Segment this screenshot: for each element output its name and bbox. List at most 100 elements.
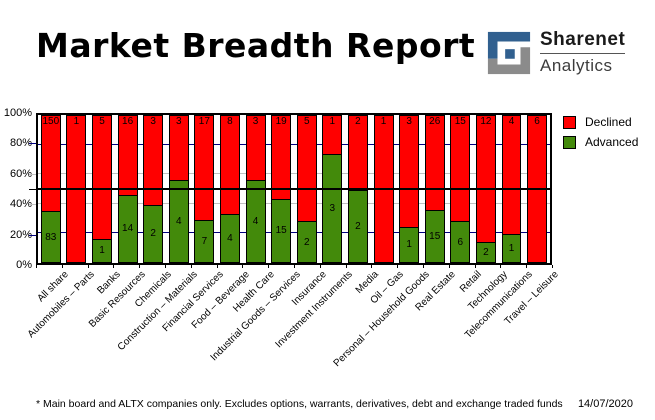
declined-count-label: 3 xyxy=(150,116,156,127)
sharenet-logo-icon xyxy=(487,31,531,74)
x-boundary-tick xyxy=(371,265,373,268)
declined-count-label: 2 xyxy=(355,116,361,127)
y-tick-label: 100% xyxy=(3,107,32,119)
legend-swatch-advanced xyxy=(563,135,576,149)
advanced-segment: 2 xyxy=(296,221,317,263)
x-boundary-tick xyxy=(345,265,347,268)
declined-count-label: 150 xyxy=(42,116,60,127)
y-axis-tick-50 xyxy=(29,189,36,190)
declined-count-label: 26 xyxy=(429,116,441,127)
y-tick-label: 60% xyxy=(9,167,32,180)
logo-divider xyxy=(540,53,626,54)
x-boundary-tick xyxy=(474,265,476,268)
advanced-segment: 1 xyxy=(501,233,522,263)
advanced-count-label: 6 xyxy=(457,236,464,248)
advanced-count-label: 15 xyxy=(275,225,287,237)
logo-brand: Sharenet xyxy=(540,29,626,50)
x-boundary-tick xyxy=(113,265,115,268)
footer: * Main board and ALTX companies only. Ex… xyxy=(36,398,633,410)
advanced-segment: 6 xyxy=(450,221,471,263)
x-boundary-tick xyxy=(397,265,399,268)
y-axis-tick-40 xyxy=(29,204,36,206)
advanced-count-label: 1 xyxy=(406,239,412,251)
x-boundary-tick xyxy=(423,265,424,268)
advanced-segment: 4 xyxy=(245,179,266,263)
x-boundary-tick xyxy=(552,265,553,268)
declined-count-label: 6 xyxy=(534,116,540,127)
legend: Declined Advanced xyxy=(563,112,638,152)
report-date: 14/07/2020 xyxy=(577,398,633,410)
advanced-segment: 3 xyxy=(322,153,343,263)
declined-count-label: 3 xyxy=(406,116,412,127)
advanced-segment: 1 xyxy=(399,226,420,263)
x-boundary-tick xyxy=(87,265,89,268)
x-boundary-tick xyxy=(165,265,166,268)
y-axis-tick-60 xyxy=(29,173,36,175)
declined-count-label: 1 xyxy=(329,116,336,127)
advanced-count-label: 14 xyxy=(122,223,134,235)
y-axis: 100% 80% 60% 40% 20% 0% xyxy=(0,108,32,271)
legend-item-declined: Declined xyxy=(563,112,638,132)
legend-label: Advanced xyxy=(585,135,639,149)
y-axis-tick-80 xyxy=(29,143,36,145)
x-axis-labels: All share Automobiles – Parts Banks Basic R… xyxy=(25,269,560,387)
advanced-segment: 14 xyxy=(117,194,138,263)
x-boundary-tick xyxy=(526,265,528,268)
advanced-segment: 83 xyxy=(40,211,61,263)
declined-count-label: 4 xyxy=(508,116,515,127)
x-boundary-tick xyxy=(294,265,295,268)
advanced-count-label: 1 xyxy=(508,242,515,254)
x-boundary-tick xyxy=(448,265,450,268)
x-boundary-tick xyxy=(268,265,270,268)
gridline-50 xyxy=(38,188,550,190)
advanced-count-label: 4 xyxy=(252,215,259,227)
advanced-segment: 1 xyxy=(92,238,112,263)
plot-area: 150 83 1 5 1 16 14 3 2 3 4 17 7 8 4 3 4 19 15 5 2 1 3 2 2 1 3 1 26 15… xyxy=(36,113,552,265)
x-boundary-tick xyxy=(61,265,63,268)
footnote: * Main board and ALTX companies only. Ex… xyxy=(36,398,563,410)
advanced-segment: 7 xyxy=(194,220,215,263)
advanced-segment: 2 xyxy=(347,190,368,263)
advanced-count-label: 2 xyxy=(303,236,310,248)
advanced-count-label: 3 xyxy=(329,202,336,214)
x-boundary-tick xyxy=(36,265,37,268)
x-boundary-tick xyxy=(139,265,141,268)
x-boundary-tick xyxy=(216,265,218,268)
x-boundary-tick xyxy=(242,265,244,268)
logo-sub: Analytics xyxy=(540,56,613,75)
legend-label: Declined xyxy=(585,115,632,129)
declined-count-label: 1 xyxy=(73,116,80,127)
y-tick-label: 0% xyxy=(16,259,32,271)
advanced-count-label: 2 xyxy=(355,221,361,232)
y-tick-label: 20% xyxy=(9,228,32,241)
y-tick-label: 80% xyxy=(9,137,32,150)
declined-count-label: 12 xyxy=(480,116,492,127)
declined-count-label: 5 xyxy=(303,116,310,127)
advanced-count-label: 2 xyxy=(150,228,156,240)
advanced-count-label: 15 xyxy=(429,230,441,242)
advanced-count-label: 4 xyxy=(227,233,233,245)
advanced-segment: 4 xyxy=(219,214,240,263)
advanced-count-label: 1 xyxy=(99,245,105,257)
gridline-60 xyxy=(38,173,550,175)
advanced-count-label: 83 xyxy=(45,231,57,243)
y-tick-label: 40% xyxy=(9,198,32,211)
declined-count-label: 5 xyxy=(99,116,105,127)
gridline-20 xyxy=(38,232,550,234)
advanced-segment: 4 xyxy=(168,179,189,263)
advanced-segment: 15 xyxy=(424,209,445,263)
declined-count-label: 3 xyxy=(252,116,259,127)
advanced-count-label: 2 xyxy=(483,247,489,259)
advanced-segment: 2 xyxy=(475,242,496,263)
gridline-80 xyxy=(38,143,550,145)
logo-text: Sharenet Analytics xyxy=(540,29,626,76)
declined-count-label: 16 xyxy=(122,116,134,127)
advanced-segment: 15 xyxy=(271,198,292,263)
x-boundary-tick xyxy=(190,265,192,268)
page-title: Market Breadth Report xyxy=(36,26,476,65)
declined-count-label: 1 xyxy=(380,116,387,127)
x-boundary-tick xyxy=(319,265,321,268)
advanced-count-label: 7 xyxy=(201,236,208,248)
x-boundary-tick xyxy=(500,265,502,268)
